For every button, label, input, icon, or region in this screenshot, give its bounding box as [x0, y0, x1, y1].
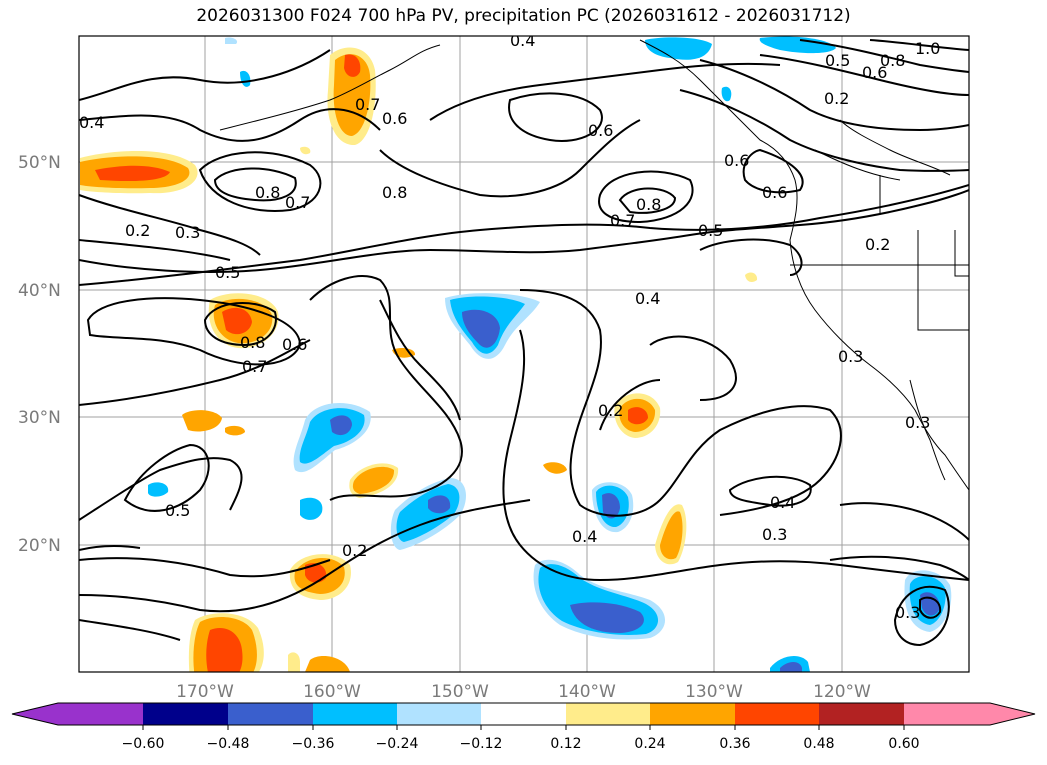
lat-label: 20°N [18, 536, 61, 556]
contour-label: 0.6 [588, 121, 613, 140]
colorbar-segment [313, 703, 397, 725]
lon-label: 170°W [176, 682, 234, 702]
contour-label: 0.5 [698, 221, 723, 240]
colorbar-tick-label: −0.48 [207, 736, 250, 752]
contour-label: 0.4 [79, 113, 104, 132]
contour-label: 0.4 [770, 493, 795, 512]
colorbar-segment [650, 703, 735, 725]
lat-label: 50°N [18, 153, 61, 173]
contour-label: 0.5 [825, 51, 850, 70]
lon-label: 150°W [431, 682, 489, 702]
lat-label: 30°N [18, 408, 61, 428]
longitude-labels: 170°W 160°W 150°W 140°W 130°W 120°W [176, 682, 871, 702]
colorbar-tick-label: 0.36 [719, 736, 750, 752]
lon-label: 140°W [558, 682, 616, 702]
lat-label: 40°N [18, 281, 61, 301]
contour-label: 0.2 [598, 401, 623, 420]
contour-label: 0.3 [762, 525, 787, 544]
contour-label: 0.4 [635, 289, 660, 308]
lon-label: 120°W [813, 682, 871, 702]
colorbar-tick-label: 0.60 [888, 736, 919, 752]
colorbar-segment [819, 703, 904, 725]
contour-label: 0.5 [215, 263, 240, 282]
contour-label: 0.3 [895, 603, 920, 622]
contour-label: 0.8 [255, 183, 280, 202]
contour-label: 0.6 [724, 151, 749, 170]
contour-labels: 0.4 1.0 0.8 0.5 0.6 0.7 0.6 0.2 0.4 0.6 … [79, 31, 940, 622]
colorbar-segment [735, 703, 819, 725]
contour-label: 0.2 [342, 541, 367, 560]
contour-label: 0.7 [355, 95, 380, 114]
contour-label: 0.3 [905, 413, 930, 432]
colorbar-segment [566, 703, 650, 725]
colorbar-outline [11, 702, 1036, 726]
contour-label: 0.7 [285, 193, 310, 212]
lon-label: 160°W [303, 682, 361, 702]
colorbar-lower-extend [12, 703, 143, 725]
latitude-labels: 50°N 40°N 30°N 20°N [18, 153, 61, 556]
contour-label: 0.8 [880, 51, 905, 70]
colorbar-segment [481, 703, 566, 725]
colorbar-segment [143, 703, 228, 725]
contour-label: 0.5 [165, 501, 190, 520]
contour-label: 0.3 [175, 223, 200, 242]
contour-label: 0.6 [762, 183, 787, 202]
colorbar-upper-extend [904, 703, 1035, 725]
colorbar-tick-label: −0.36 [292, 736, 335, 752]
pv-contours [79, 39, 969, 647]
contour-label: 0.7 [242, 357, 267, 376]
map-title: 2026031300 F024 700 hPa PV, precipitatio… [196, 6, 851, 26]
contour-label: 0.2 [125, 221, 150, 240]
contour-label: 0.8 [240, 333, 265, 352]
contour-label: 0.3 [838, 347, 863, 366]
contour-label: 0.2 [865, 235, 890, 254]
contour-label: 0.6 [862, 63, 887, 82]
lon-label: 130°W [685, 682, 743, 702]
contour-label: 0.8 [636, 195, 661, 214]
graticule [79, 36, 969, 672]
colorbar-tick-label: 0.24 [634, 736, 665, 752]
colorbar-segment [397, 703, 481, 725]
colorbar-tick-label: −0.24 [376, 736, 419, 752]
contour-label: 0.4 [510, 31, 535, 50]
contour-label: 0.4 [572, 527, 597, 546]
contour-label: 0.2 [824, 89, 849, 108]
contour-label: 0.7 [610, 211, 635, 230]
contour-label: 0.8 [382, 183, 407, 202]
colorbar-segment [228, 703, 313, 725]
colorbar-ticks [142, 725, 905, 730]
colorbar-tick-label: 0.48 [803, 736, 834, 752]
contour-label: 1.0 [915, 39, 940, 58]
colorbar: −0.60 −0.48 −0.36 −0.24 −0.12 0.12 0.24 … [11, 702, 1036, 752]
map-frame [78, 35, 970, 673]
colorbar-tick-label: −0.60 [122, 736, 165, 752]
contour-label: 0.6 [382, 109, 407, 128]
contour-label: 0.6 [282, 335, 307, 354]
colorbar-tick-label: 0.12 [550, 736, 581, 752]
colorbar-tick-label: −0.12 [460, 736, 503, 752]
